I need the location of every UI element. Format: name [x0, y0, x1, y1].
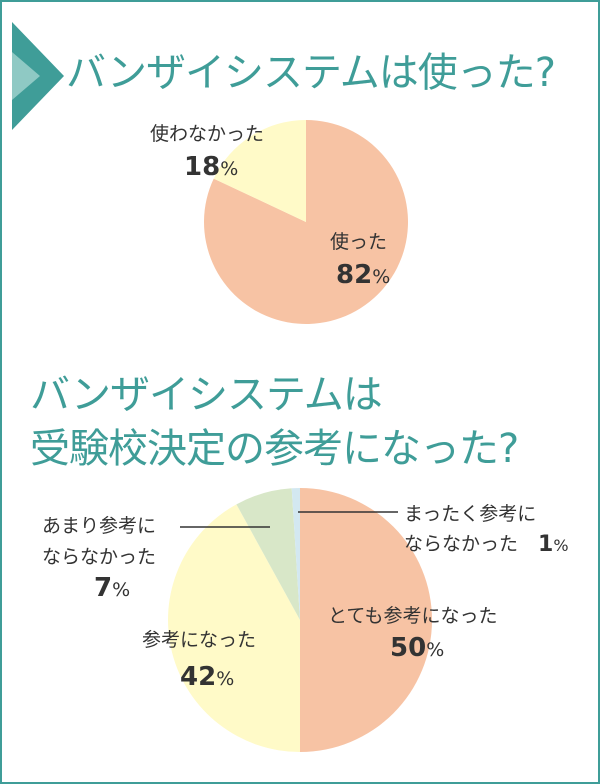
pie-chart-usage — [203, 120, 409, 325]
slice-value-helpful: 42% — [180, 662, 234, 692]
slice-label-not-helpful-line-2: ならなかった — [404, 533, 518, 555]
slice-value-not-helpful: 1% — [538, 532, 569, 557]
pie-slice-2 — [236, 488, 300, 620]
slice-value-not-used: 18% — [184, 152, 238, 182]
slice-label-not-helpful-line-1: まったく参考に — [404, 503, 536, 525]
slice-label-very-helpful: とても参考になった — [328, 605, 497, 627]
question-2-title: バンザイシステムは 受験校決定の参考になった? — [30, 368, 519, 476]
pie-slice-1 — [167, 504, 300, 752]
slice-value-somewhat-not-helpful: 7% — [94, 573, 130, 603]
slice-label-used: 使った — [330, 231, 387, 253]
pie-chart-helpfulness — [167, 488, 432, 752]
question-2-title-line-2: 受験校決定の参考になった? — [30, 426, 519, 472]
pie-slice-3 — [291, 488, 300, 620]
slice-value-used: 82% — [336, 260, 390, 290]
question-2-title-line-1: バンザイシステムは — [30, 372, 383, 418]
pie-slice-0 — [203, 120, 409, 325]
slice-label-not-used: 使わなかった — [150, 123, 264, 145]
slice-label-helpful: 参考になった — [142, 629, 256, 651]
slice-label-somewhat-not-helpful-line-2: ならなかった — [42, 546, 156, 568]
pie-slice-0 — [300, 488, 432, 752]
question-1-title: バンザイシステムは使った? — [66, 50, 556, 96]
teal-arrow-icon — [12, 22, 64, 130]
slice-label-somewhat-not-helpful-line-1: あまり参考に — [42, 515, 156, 537]
pie-slice-1 — [213, 120, 306, 222]
slice-value-very-helpful: 50% — [390, 633, 444, 663]
